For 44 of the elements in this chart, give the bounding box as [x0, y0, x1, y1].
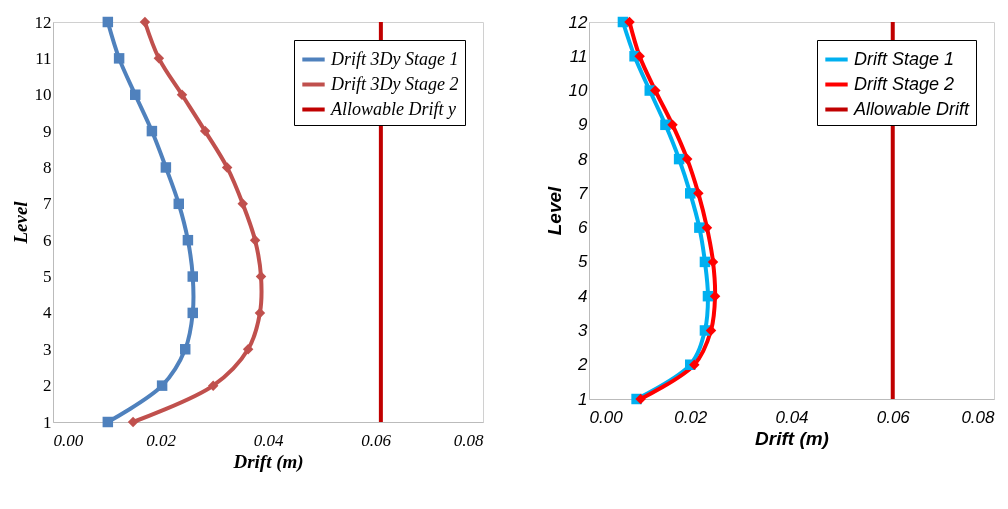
y-tick-label: 5 [43, 267, 52, 287]
y-tick-label: 4 [43, 303, 52, 323]
ref-line-label: Allowable Drift y [330, 98, 456, 119]
y-tick-label: 6 [578, 218, 589, 238]
y-tick-label: 11 [569, 46, 588, 66]
y-tick-label: 11 [35, 48, 52, 68]
y-tick-label: 1 [43, 412, 52, 432]
x-tick-label: 0.08 [453, 430, 484, 450]
y-axis-title: Level [543, 185, 565, 236]
y-axis-title: Level [9, 200, 31, 245]
ref-line-label: Allowable Drift [853, 98, 971, 119]
y-tick-label: 2 [577, 355, 589, 375]
y-tick-label: 8 [578, 149, 589, 169]
x-tick-label: 0.00 [53, 430, 84, 450]
y-tick-label: 3 [43, 339, 52, 359]
y-tick-label: 2 [43, 376, 52, 396]
x-tick-label: 0.02 [146, 430, 177, 450]
x-tick-label: 0.02 [674, 407, 708, 427]
y-tick-label: 5 [578, 252, 589, 272]
legend-label: Drift Stage 2 [854, 73, 955, 94]
y-tick-label: 10 [568, 81, 589, 101]
y-tick-label: 3 [578, 320, 589, 340]
y-tick-label: 12 [34, 12, 52, 32]
y-tick-label: 8 [43, 157, 52, 177]
legend-label: Drift Stage 1 [854, 48, 955, 69]
y-tick-label: 4 [578, 286, 588, 306]
legend-label: Drift 3Dy Stage 1 [330, 48, 459, 69]
x-tick-label: 0.08 [961, 407, 996, 427]
y-tick-label: 7 [43, 194, 52, 214]
legend-label: Drift 3Dy Stage 2 [330, 73, 459, 94]
x-tick-label: 0.04 [775, 407, 809, 427]
x-tick-label: 0.04 [253, 430, 284, 450]
y-tick-label: 7 [578, 183, 589, 203]
y-tick-label: 1 [578, 389, 588, 409]
y-tick-label: 6 [43, 230, 52, 250]
x-tick-label: 0.06 [876, 407, 911, 427]
x-axis-title: Drift (m) [755, 427, 829, 449]
x-axis-title: Drift (m) [232, 450, 304, 473]
y-tick-label: 9 [578, 115, 589, 135]
x-tick-label: 0.00 [589, 407, 624, 427]
y-tick-label: 9 [43, 121, 52, 141]
y-tick-label: 12 [568, 12, 589, 32]
x-tick-label: 0.06 [361, 430, 392, 450]
y-tick-label: 10 [34, 85, 52, 105]
